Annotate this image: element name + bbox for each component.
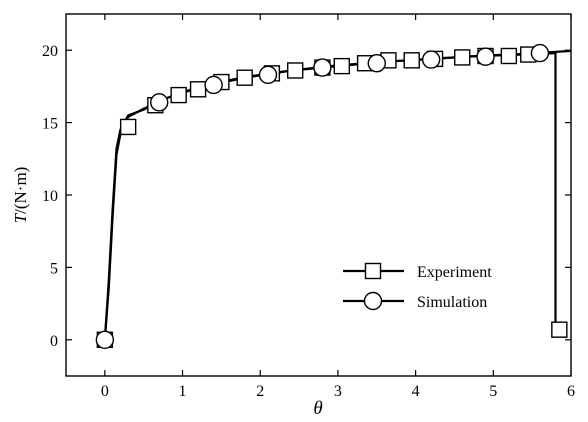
point-simulation xyxy=(530,43,550,63)
point-experiment xyxy=(500,47,518,65)
x-tick-label: 4 xyxy=(412,383,420,400)
x-tick-label: 0 xyxy=(101,383,109,400)
y-axis-label-unit: /(N·m) xyxy=(11,167,30,214)
point-experiment xyxy=(119,118,137,136)
y-tick-label: 5 xyxy=(50,260,58,277)
y-tick-label: 10 xyxy=(42,188,58,205)
legend-item-experiment: Experiment xyxy=(343,262,492,281)
legend-simulation-circle-marker xyxy=(363,291,383,311)
x-tick-label: 6 xyxy=(567,383,575,400)
series-layer xyxy=(95,43,572,349)
point-experiment xyxy=(236,69,253,86)
point-simulation xyxy=(95,330,115,349)
legend-simulation-label: Simulation xyxy=(417,294,487,311)
point-simulation xyxy=(204,75,223,95)
y-tick-label: 15 xyxy=(42,116,58,133)
y-axis: 0 5 10 15 20 xyxy=(42,43,571,350)
y-tick-label: 20 xyxy=(42,43,58,60)
x-axis-label: θ xyxy=(313,398,322,419)
x-tick-label: 5 xyxy=(489,383,497,400)
point-experiment xyxy=(551,321,568,338)
y-axis-label: T/(N·m) xyxy=(11,167,30,224)
x-tick-label: 1 xyxy=(179,383,187,400)
x-tick-label: 3 xyxy=(334,383,342,400)
point-simulation xyxy=(421,50,441,69)
point-experiment xyxy=(170,86,187,104)
point-simulation xyxy=(258,65,278,85)
legend-experiment-square-marker xyxy=(364,262,382,280)
legend: Experiment Simulation xyxy=(343,262,492,311)
point-experiment xyxy=(189,81,207,98)
y-axis-label-symbol: T xyxy=(11,212,30,223)
point-experiment xyxy=(403,52,420,69)
y-tick-label: 0 xyxy=(50,333,58,350)
legend-experiment-label: Experiment xyxy=(417,264,492,281)
point-experiment xyxy=(286,62,304,79)
point-simulation xyxy=(367,54,386,73)
legend-item-simulation: Simulation xyxy=(343,291,487,311)
point-simulation xyxy=(150,93,169,112)
point-experiment xyxy=(333,57,351,75)
point-simulation xyxy=(476,47,495,66)
x-tick-label: 2 xyxy=(256,383,264,400)
point-simulation xyxy=(313,58,332,77)
point-experiment xyxy=(454,49,471,66)
x-axis: 0 1 2 3 4 5 6 xyxy=(101,14,575,400)
